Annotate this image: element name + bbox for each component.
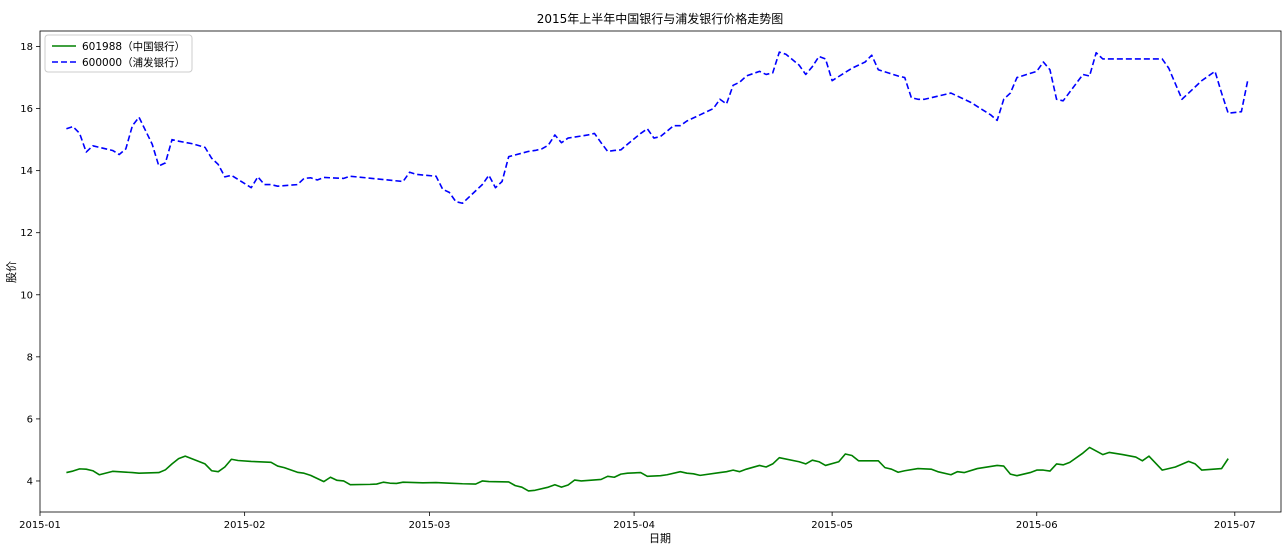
y-tick-label: 4 bbox=[27, 476, 33, 487]
y-tick-label: 18 bbox=[20, 42, 33, 53]
legend: 601988（中国银行） 600000（浦发银行） bbox=[44, 34, 193, 73]
legend-label-series-1: 600000（浦发银行） bbox=[82, 56, 185, 69]
y-axis-ticks: 4 6 8 10 12 14 16 18 bbox=[20, 42, 40, 487]
x-tick-label: 2015-05 bbox=[811, 520, 853, 531]
x-tick-label: 2015-07 bbox=[1214, 520, 1256, 531]
y-tick-label: 10 bbox=[20, 290, 33, 301]
series-line-1 bbox=[66, 51, 1249, 205]
y-tick-label: 8 bbox=[27, 352, 33, 363]
x-tick-label: 2015-01 bbox=[19, 520, 61, 531]
x-tick-label: 2015-06 bbox=[1016, 520, 1058, 531]
x-tick-label: 2015-02 bbox=[224, 520, 266, 531]
y-axis-label: 股价 bbox=[5, 261, 18, 283]
legend-frame bbox=[44, 34, 193, 73]
x-tick-label: 2015-03 bbox=[409, 520, 451, 531]
y-tick-label: 16 bbox=[20, 104, 33, 115]
plot-frame bbox=[39, 30, 1282, 513]
x-tick-label: 2015-04 bbox=[613, 520, 655, 531]
y-tick-label: 12 bbox=[20, 228, 33, 239]
y-tick-label: 14 bbox=[20, 166, 33, 177]
legend-label-series-0: 601988（中国银行） bbox=[82, 40, 185, 53]
series-line-0 bbox=[66, 446, 1229, 492]
x-axis-label: 日期 bbox=[649, 532, 671, 545]
chart-title: 2015年上半年中国银行与浦发银行价格走势图 bbox=[537, 11, 784, 26]
y-tick-label: 6 bbox=[27, 414, 33, 425]
plot-lines bbox=[66, 51, 1249, 492]
x-axis-ticks: 2015-01 2015-02 2015-03 2015-04 2015-05 2015-… bbox=[19, 512, 1256, 531]
